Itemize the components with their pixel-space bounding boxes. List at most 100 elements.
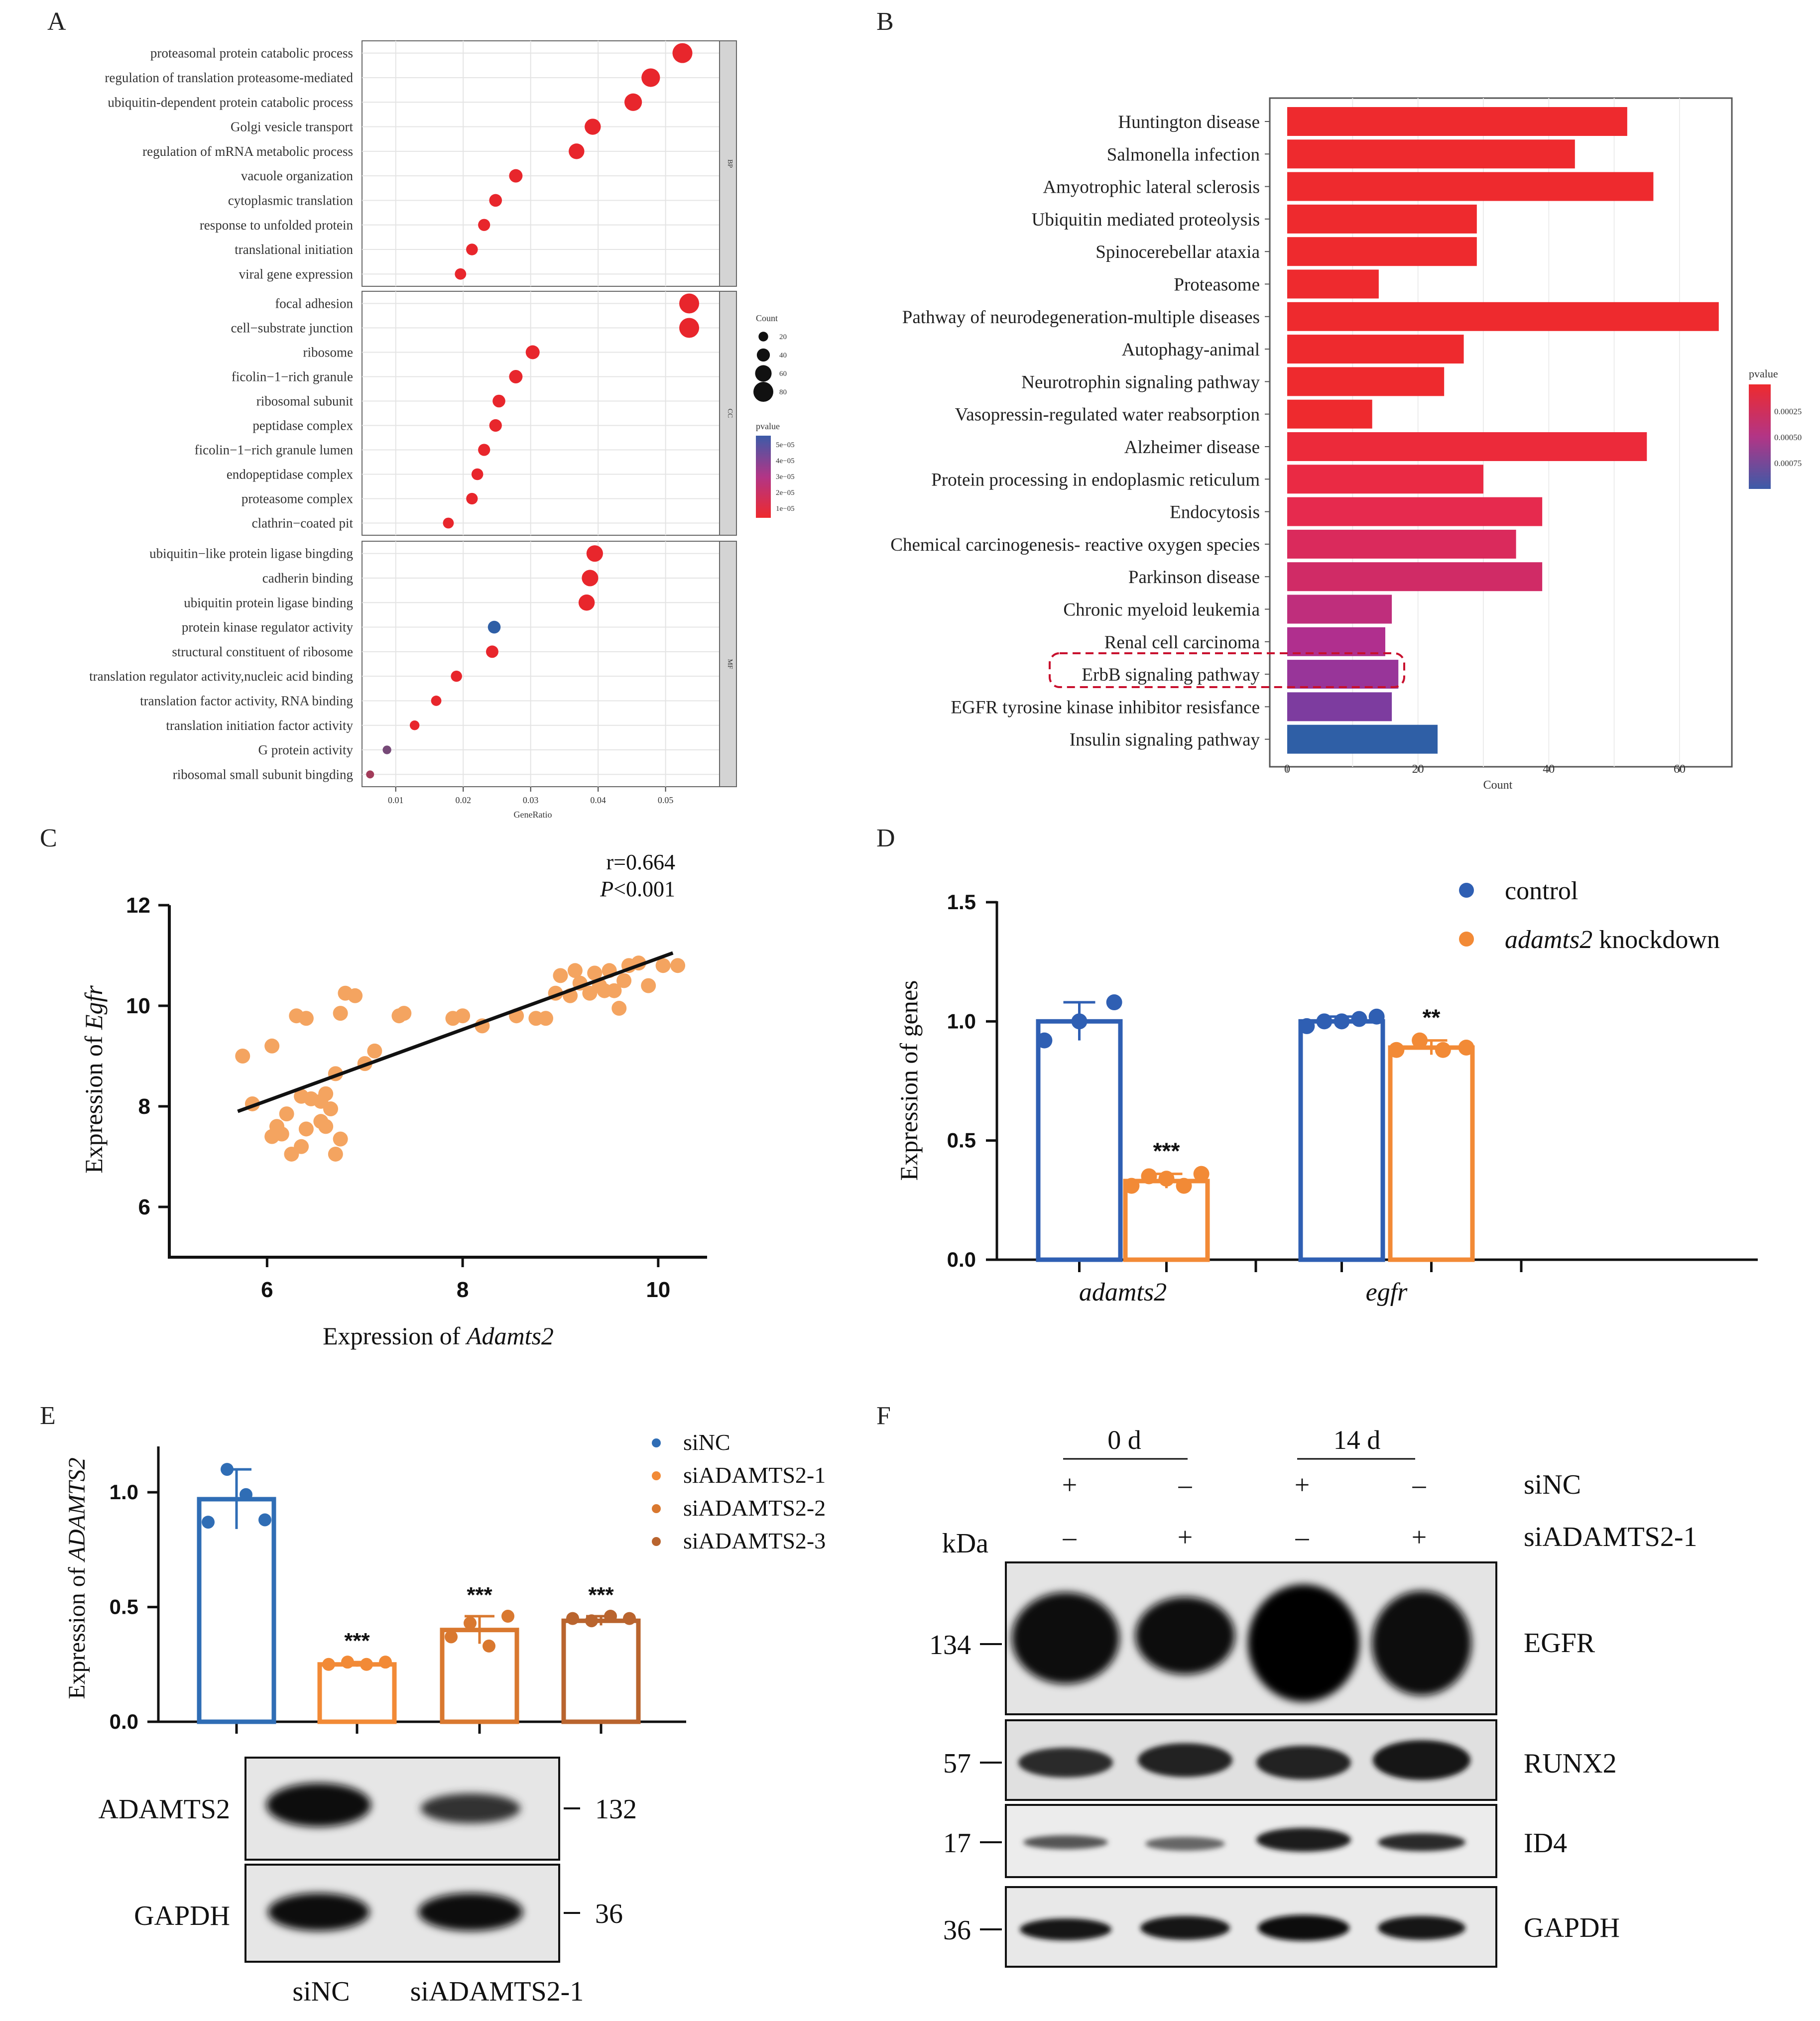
blot-f-kda-36: 36 — [943, 1915, 971, 1946]
panel-a-pvalue-legend-label: 1e−05 — [776, 505, 795, 513]
panel-e-y-axis-label: Expression of ADAMTS2 — [64, 1457, 90, 1699]
panel-a-x-tick-label: 0.02 — [455, 795, 471, 805]
panel-a-count-legend-title: Count — [756, 313, 778, 323]
panel-c-y-tick-label: 8 — [138, 1094, 150, 1119]
blot-f-kda-57: 57 — [943, 1748, 971, 1779]
scatter-point — [396, 1006, 412, 1021]
panel-e-y-label-prefix: Expression of — [64, 1561, 90, 1699]
legend-knockdown-gene: adamts2 — [1505, 926, 1592, 954]
panel-b-pvalue-colorbar — [1749, 384, 1771, 489]
panel-a-dot — [489, 194, 502, 207]
panel-e-legend-marker — [652, 1504, 661, 1513]
panel-d-y-tick-label: 0.5 — [947, 1129, 976, 1152]
erbb-highlight-box — [1049, 652, 1405, 688]
panel-e-replicate-point — [341, 1656, 354, 1669]
panel-a-term-label: ficolin−1−rich granule lumen — [195, 443, 354, 458]
panel-a-term-label: ubiquitin−like protein ligase bingding — [149, 546, 353, 561]
panel-c-y-tick-label: 10 — [126, 994, 150, 1018]
panel-a-dot — [492, 394, 505, 408]
legend-control-label: control — [1505, 877, 1578, 905]
panel-a-dot — [641, 68, 660, 87]
scatter-point — [279, 1106, 294, 1122]
blot-f-protein-runx2: RUNX2 — [1524, 1748, 1617, 1779]
panel-d-y-tick-label: 0.0 — [947, 1248, 976, 1271]
scatter-point — [538, 1011, 553, 1026]
panel-b-category-label: Ubiquitin mediated proteolysis — [1032, 210, 1260, 230]
panel-a-pvalue-colorbar — [756, 436, 771, 518]
panel-d-replicate-point — [1334, 1013, 1350, 1030]
panel-d-replicate-point — [1071, 1013, 1088, 1030]
panel-b-bar — [1287, 627, 1385, 656]
panel-d-replicate-point — [1193, 1166, 1210, 1182]
panel-a-dot — [578, 594, 595, 611]
panel-a-dot — [466, 492, 478, 505]
panel-a-dot — [466, 243, 478, 255]
panel-b-bar — [1287, 529, 1516, 559]
panel-d-replicate-point — [1368, 1008, 1385, 1025]
panel-b-legend-label: 0.00075 — [1774, 459, 1802, 468]
panel-a-dot — [525, 345, 540, 359]
panel-b-category-label: Renal cell carcinoma — [1104, 632, 1260, 653]
panel-b-category-label: Neurotrophin signaling pathway — [1021, 372, 1260, 392]
panel-d-replicate-point — [1176, 1178, 1192, 1194]
panel-a-count-legend-label: 40 — [779, 352, 787, 359]
scatter-point — [294, 1139, 309, 1154]
panel-a-dot — [569, 143, 585, 159]
panel-a-go-dotplot: proteasomal protein catabolic process reg… — [89, 40, 795, 820]
panel-e-replicate-point — [240, 1488, 252, 1501]
scatter-point — [367, 1043, 382, 1059]
panel-a-pvalue-legend-label: 4e−05 — [776, 457, 795, 465]
panel-a-dot — [366, 770, 374, 779]
scatter-point — [587, 965, 603, 981]
panel-d-replicate-point — [1458, 1039, 1474, 1056]
panel-a-pvalue-legend-label: 2e−05 — [776, 489, 795, 497]
panel-a-term-label: cadherin binding — [262, 571, 353, 586]
band-f-runx2-3 — [1256, 1746, 1351, 1780]
panel-a-count-legend-dot — [755, 365, 772, 382]
blot-f-siadamts2-sign: – — [1295, 1522, 1310, 1552]
panel-d-replicate-point — [1158, 1171, 1175, 1187]
band-f-id4-3 — [1256, 1828, 1351, 1852]
scatter-point — [333, 1131, 348, 1147]
band-f-id4-1 — [1023, 1835, 1108, 1849]
panel-b-bar — [1287, 139, 1575, 169]
panel-a-term-label: ubiquitin-dependent protein catabolic pr… — [108, 95, 353, 110]
panel-e-legend-marker — [652, 1471, 661, 1480]
panel-b-x-tick-label: 60 — [1674, 763, 1686, 776]
panel-b-legend-label: 0.00050 — [1774, 433, 1802, 442]
panel-e-replicate-point — [623, 1612, 636, 1625]
panel-a-term-label: G protein activity — [258, 742, 354, 757]
panel-a-dot — [487, 620, 501, 634]
panel-e-bar — [197, 1497, 276, 1724]
panel-c-y-axis-label: Expression of Egfr — [80, 985, 108, 1174]
panel-c-y-tick-label: 6 — [138, 1195, 150, 1219]
panel-a-dot — [451, 670, 462, 682]
panel-e-y-tick-label: 1.0 — [110, 1480, 138, 1504]
blot-f-siadamts2-sign: – — [1063, 1522, 1077, 1552]
panel-b-category-label: Huntington disease — [1118, 112, 1260, 132]
panel-a-term-label: vacuole organization — [241, 168, 354, 183]
panel-a-x-axis-label: GeneRatio — [514, 810, 552, 820]
scatter-point — [670, 958, 686, 973]
panel-c-x-axis-label: Expression of Adamts2 — [323, 1322, 554, 1350]
panel-a-term-label: translational initiation — [235, 242, 353, 257]
panel-c-x-tick-label: 10 — [646, 1278, 670, 1302]
panel-a-dot — [582, 570, 599, 587]
panel-b-bar — [1287, 172, 1654, 201]
panel-a-term-label: ribosome — [303, 345, 354, 360]
panel-d-replicate-point — [1299, 1018, 1315, 1034]
panel-a-term-label: ubiquitin protein ligase binding — [184, 595, 353, 610]
blot-f-kda-17: 17 — [943, 1828, 971, 1859]
panel-e-legend-label: siADAMTS2-2 — [683, 1495, 826, 1521]
panel-a-term-label: translation regulator activity,nucleic a… — [89, 669, 353, 684]
panel-a-dot — [624, 93, 642, 111]
scatter-point — [318, 1086, 334, 1101]
correlation-r: r=0.664 — [607, 850, 675, 874]
blot-e-lane-siadamts2-1: siADAMTS2-1 — [410, 1976, 584, 2007]
panel-b-legend-title: pvalue — [1749, 367, 1778, 380]
panel-d-qpcr-barplot: 0.00.51.01.5 ***** adamts2 egfr Expressio… — [895, 877, 1758, 1307]
panel-a-strip-label: CC — [726, 409, 733, 418]
panel-e-legend-label: siADAMTS2-3 — [683, 1528, 826, 1553]
legend-knockdown-marker — [1459, 932, 1474, 947]
band-e-adamts2-si1 — [421, 1793, 520, 1823]
